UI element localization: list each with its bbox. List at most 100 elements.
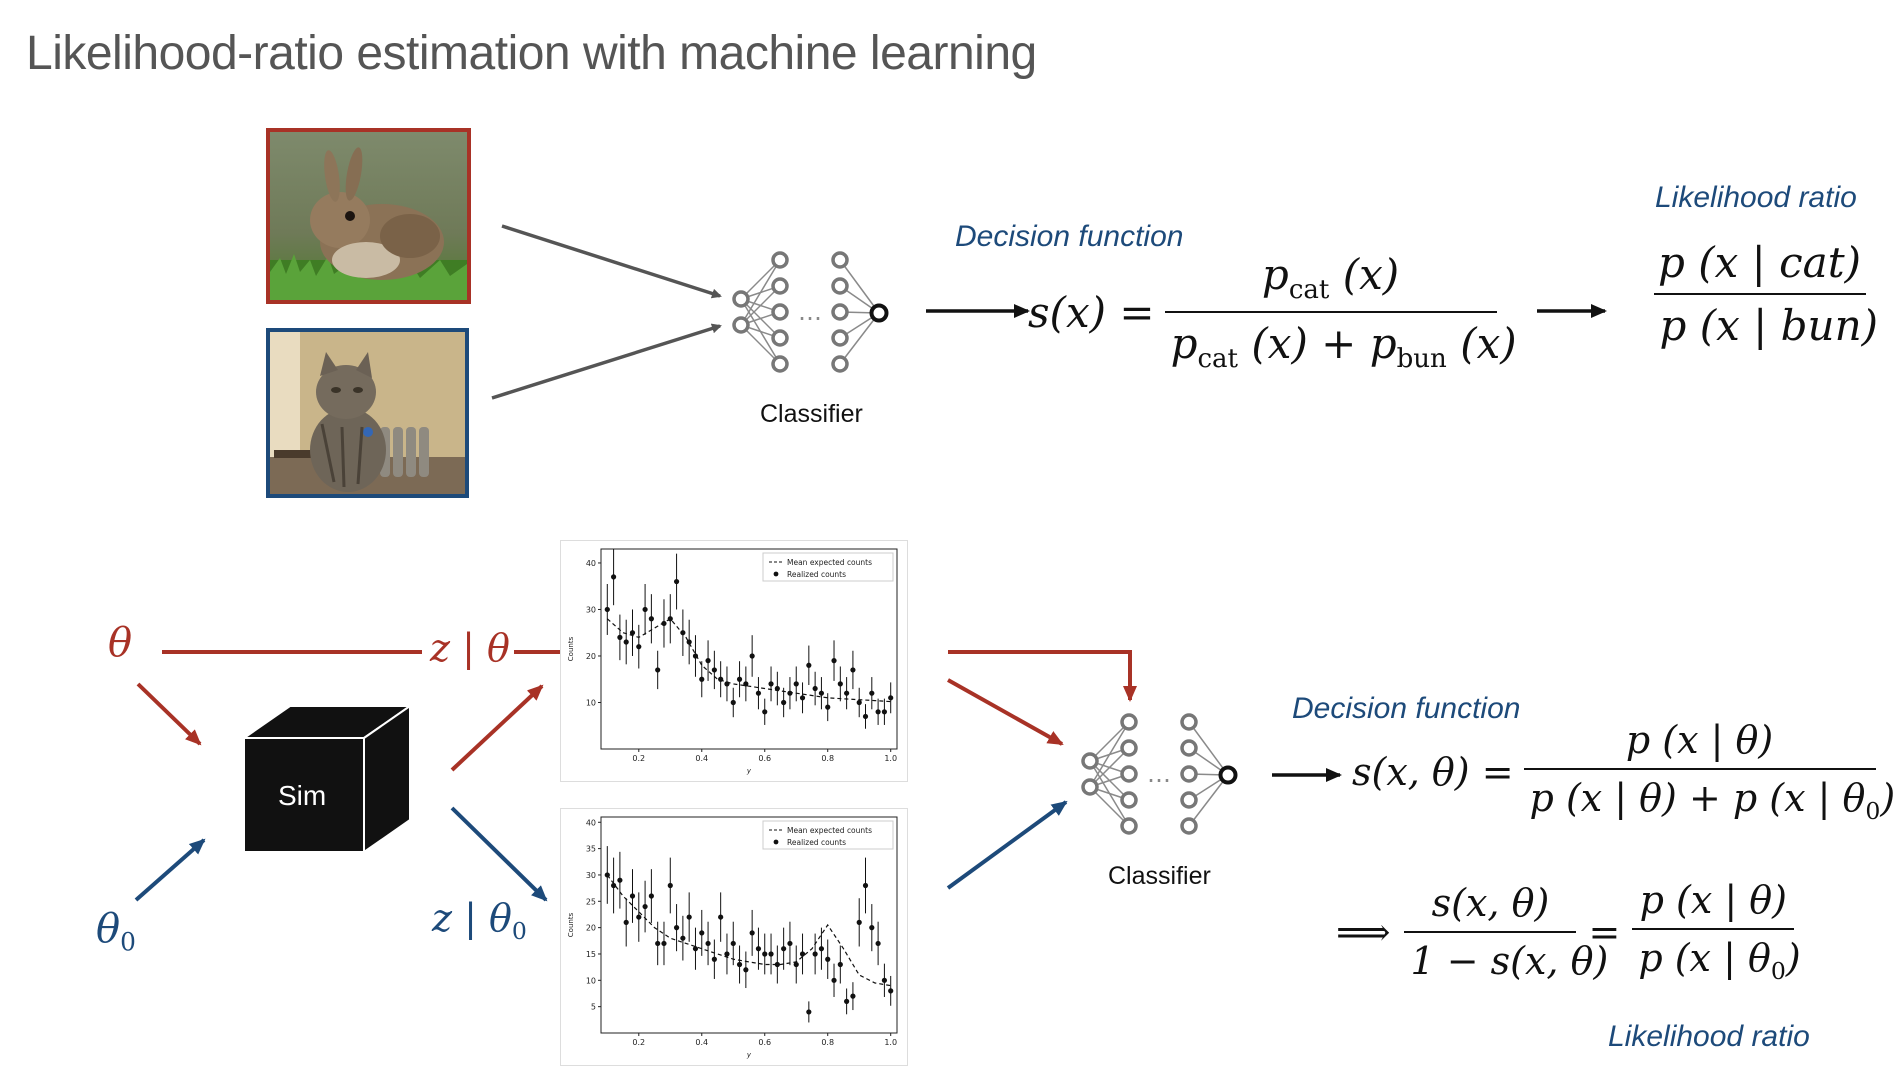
data-point xyxy=(636,644,642,650)
bottom-lr-den-close: ) xyxy=(1785,936,1801,980)
plot-frame xyxy=(600,548,898,750)
sim-cube xyxy=(240,704,414,854)
ratio-num: s(x, θ) xyxy=(1431,880,1550,925)
legend-box xyxy=(762,820,894,850)
legend-mean-label: Mean expected counts xyxy=(787,558,872,567)
theta0-base: θ xyxy=(96,906,121,952)
den-p1: p xyxy=(1170,319,1198,369)
data-point xyxy=(667,882,673,889)
theta0-to-sim-arrow xyxy=(134,838,206,902)
data-point xyxy=(736,676,743,682)
den-p2: p xyxy=(1369,319,1397,369)
data-point xyxy=(881,709,888,715)
data-point xyxy=(806,1009,812,1015)
data-point xyxy=(831,658,837,664)
cat-image xyxy=(266,328,469,498)
data-point xyxy=(774,961,780,968)
plot-to-bottom-classifier-red-arrow xyxy=(948,650,1137,702)
data-point xyxy=(610,882,617,889)
data-point xyxy=(875,940,881,947)
data-point xyxy=(787,690,793,696)
data-point xyxy=(799,695,806,701)
data-point xyxy=(629,630,636,636)
top-plot-to-classifier-arrow xyxy=(947,678,1064,746)
data-point xyxy=(718,676,724,682)
x-tick-label: 0.4 xyxy=(695,754,708,763)
s-theta-den-close: ) xyxy=(1880,776,1896,820)
bottom-output-node xyxy=(1218,765,1238,785)
top-decision-function-label: Decision function xyxy=(955,220,1184,253)
data-point xyxy=(705,940,711,947)
y-tick-label: 5 xyxy=(591,1003,596,1012)
y-tick-label: 10 xyxy=(586,976,596,985)
data-point xyxy=(655,667,661,673)
data-point xyxy=(781,946,787,952)
rabbit-image xyxy=(266,128,471,304)
data-point xyxy=(762,709,768,715)
data-point xyxy=(888,988,894,994)
data-point xyxy=(749,653,755,659)
y-axis-label: Counts xyxy=(567,912,575,937)
lr-num: p (x | cat) xyxy=(1658,238,1861,287)
y-tick-label: 40 xyxy=(586,818,596,827)
data-point xyxy=(850,993,856,999)
data-point xyxy=(686,639,692,645)
den-sub1: cat xyxy=(1197,344,1239,375)
y-tick-label: 30 xyxy=(586,605,596,614)
plot-frame xyxy=(600,816,898,1034)
data-point xyxy=(768,951,774,957)
x-axis-label: y xyxy=(746,767,752,775)
data-point xyxy=(661,620,667,627)
data-point xyxy=(711,956,717,962)
y-tick-label: 15 xyxy=(586,950,596,959)
top-likelihood-ratio-label: Likelihood ratio xyxy=(1655,181,1857,214)
legend-realized-swatch xyxy=(773,839,779,845)
ratio-den: 1 − s(x, θ) xyxy=(1404,930,1608,983)
data-point xyxy=(837,681,843,687)
y-tick-label: 20 xyxy=(586,652,596,661)
data-point xyxy=(636,914,642,920)
data-point xyxy=(850,667,856,673)
top-ellipsis: … xyxy=(798,298,822,326)
data-point xyxy=(686,914,692,920)
data-point xyxy=(629,893,636,899)
numerator-arg: (x) xyxy=(1342,250,1400,299)
data-point xyxy=(755,690,762,696)
data-point xyxy=(718,914,724,920)
s-theta-den: p (x | θ) + p (x | θ xyxy=(1529,776,1866,820)
y-tick-label: 30 xyxy=(586,871,596,880)
data-point xyxy=(755,946,762,952)
data-point xyxy=(736,961,743,968)
bottom-decision-function-label: Decision function xyxy=(1292,692,1521,725)
data-point xyxy=(680,935,686,941)
data-point xyxy=(604,606,610,613)
den-arg1: (x) + xyxy=(1251,319,1357,369)
data-point xyxy=(844,998,850,1004)
top-classifier-label: Classifier xyxy=(760,400,863,428)
mean-expected-line xyxy=(606,874,891,987)
data-point xyxy=(862,713,869,720)
x-axis-label: y xyxy=(746,1051,752,1059)
data-point xyxy=(818,690,825,696)
legend-box xyxy=(762,552,894,582)
y-tick-label: 35 xyxy=(586,845,596,854)
data-point xyxy=(673,925,680,931)
data-point xyxy=(793,961,799,968)
bottom-ellipsis: … xyxy=(1147,760,1171,788)
data-point xyxy=(869,690,875,696)
data-point xyxy=(604,872,610,878)
data-point xyxy=(743,967,749,973)
data-point xyxy=(806,662,812,668)
data-point xyxy=(623,639,629,645)
legend-mean-label: Mean expected counts xyxy=(787,826,872,835)
x-tick-label: 0.8 xyxy=(821,1038,834,1047)
x-tick-label: 1.0 xyxy=(884,754,897,763)
data-point xyxy=(799,951,806,957)
data-point xyxy=(774,685,780,692)
data-point xyxy=(793,681,799,687)
y-tick-label: 20 xyxy=(586,924,596,933)
bottom-counts-plot: 5 10 15 20 25 30 35 40 0.2 0.4 0.6 0.8 1.0 Counts y Mea… xyxy=(560,808,908,1066)
bottom-lr-num: p (x | θ) xyxy=(1639,878,1787,922)
data-point xyxy=(692,946,699,952)
